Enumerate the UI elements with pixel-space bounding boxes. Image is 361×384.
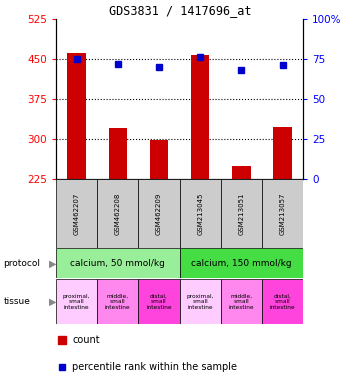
Text: distal,
small
intestine: distal, small intestine (146, 293, 172, 310)
Bar (97, 179, 138, 248)
Bar (56, 279, 97, 324)
Bar (109, 127, 127, 179)
Text: tissue: tissue (4, 297, 30, 306)
Text: proximal,
small
intestine: proximal, small intestine (186, 293, 214, 310)
Bar (138, 179, 180, 248)
Text: GSM462208: GSM462208 (115, 192, 121, 235)
Bar (150, 140, 168, 179)
Text: ▶: ▶ (49, 297, 56, 307)
Text: percentile rank within the sample: percentile rank within the sample (72, 362, 237, 372)
Bar (232, 166, 251, 179)
Bar (191, 55, 209, 179)
Text: proximal,
small
intestine: proximal, small intestine (63, 293, 90, 310)
Bar (56, 248, 180, 278)
Text: GSM462209: GSM462209 (156, 192, 162, 235)
Bar (262, 279, 303, 324)
Bar (221, 279, 262, 324)
Bar (180, 248, 303, 278)
Bar (97, 279, 138, 324)
Text: calcium, 50 mmol/kg: calcium, 50 mmol/kg (70, 259, 165, 268)
Text: protocol: protocol (4, 259, 40, 268)
Text: middle,
small
intestine: middle, small intestine (105, 293, 131, 310)
Text: ▶: ▶ (49, 258, 56, 268)
Bar (56, 179, 97, 248)
Text: GSM213051: GSM213051 (238, 192, 244, 235)
Bar (67, 53, 86, 179)
Text: middle,
small
intestine: middle, small intestine (229, 293, 254, 310)
Bar (138, 279, 180, 324)
Text: calcium, 150 mmol/kg: calcium, 150 mmol/kg (191, 259, 292, 268)
Bar (262, 179, 303, 248)
Text: GDS3831 / 1417696_at: GDS3831 / 1417696_at (109, 4, 252, 17)
Text: GSM213045: GSM213045 (197, 192, 203, 235)
Text: GSM213057: GSM213057 (280, 192, 286, 235)
Bar (180, 279, 221, 324)
Text: count: count (72, 335, 100, 345)
Bar (273, 126, 292, 179)
Bar (221, 179, 262, 248)
Text: distal,
small
intestine: distal, small intestine (270, 293, 295, 310)
Bar (180, 179, 221, 248)
Text: GSM462207: GSM462207 (74, 192, 79, 235)
